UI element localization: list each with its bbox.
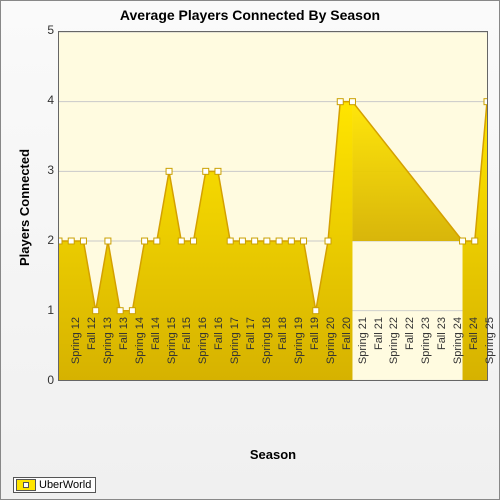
y-tick: 5 [38, 23, 54, 37]
y-tick: 0 [38, 373, 54, 387]
data-marker [80, 238, 86, 244]
x-tick: Spring 13 [102, 317, 114, 387]
legend: UberWorld [13, 477, 96, 493]
x-axis-label: Season [58, 447, 488, 462]
data-marker [203, 168, 209, 174]
data-marker [68, 238, 74, 244]
x-tick: Spring 15 [166, 317, 178, 387]
y-tick: 1 [38, 303, 54, 317]
x-tick: Fall 14 [150, 317, 162, 387]
x-tick: Fall 19 [309, 317, 321, 387]
x-tick: Spring 17 [229, 317, 241, 387]
x-tick: Fall 13 [118, 317, 130, 387]
legend-label: UberWorld [39, 479, 91, 491]
data-marker [166, 168, 172, 174]
data-marker [337, 99, 343, 105]
data-marker [472, 238, 478, 244]
data-marker [484, 99, 487, 105]
data-marker [288, 238, 294, 244]
y-axis-label: Players Connected [17, 149, 32, 266]
x-tick: Fall 22 [404, 317, 416, 387]
data-marker [178, 238, 184, 244]
x-tick: Fall 21 [373, 317, 385, 387]
data-marker [239, 238, 245, 244]
data-marker [325, 238, 331, 244]
data-marker [460, 238, 466, 244]
data-marker [264, 238, 270, 244]
x-tick: Spring 24 [452, 317, 464, 387]
x-tick: Fall 15 [181, 317, 193, 387]
data-marker [252, 238, 258, 244]
x-tick: Fall 20 [341, 317, 353, 387]
x-tick: Fall 17 [245, 317, 257, 387]
legend-swatch [16, 479, 36, 491]
x-tick: Spring 14 [134, 317, 146, 387]
x-tick: Spring 25 [484, 317, 496, 387]
data-marker [227, 238, 233, 244]
x-tick: Spring 21 [357, 317, 369, 387]
data-marker [313, 308, 319, 314]
y-tick: 4 [38, 93, 54, 107]
data-marker [349, 99, 355, 105]
data-marker [301, 238, 307, 244]
data-marker [154, 238, 160, 244]
chart-frame: Average Players Connected By Season Play… [0, 0, 500, 500]
data-marker [93, 308, 99, 314]
data-marker [215, 168, 221, 174]
data-marker [59, 238, 62, 244]
x-tick: Fall 12 [86, 317, 98, 387]
data-marker [276, 238, 282, 244]
x-tick: Spring 20 [325, 317, 337, 387]
y-tick: 3 [38, 163, 54, 177]
x-tick: Spring 23 [420, 317, 432, 387]
data-marker [105, 238, 111, 244]
data-marker [142, 238, 148, 244]
x-tick: Spring 16 [197, 317, 209, 387]
data-marker [129, 308, 135, 314]
y-tick: 2 [38, 233, 54, 247]
data-marker [117, 308, 123, 314]
chart-title: Average Players Connected By Season [1, 7, 499, 23]
x-tick: Spring 19 [293, 317, 305, 387]
x-tick: Fall 16 [213, 317, 225, 387]
data-marker [191, 238, 197, 244]
x-tick: Fall 18 [277, 317, 289, 387]
x-tick: Fall 23 [436, 317, 448, 387]
x-tick: Spring 12 [70, 317, 82, 387]
x-tick: Spring 18 [261, 317, 273, 387]
x-tick: Spring 22 [388, 317, 400, 387]
x-tick: Fall 24 [468, 317, 480, 387]
